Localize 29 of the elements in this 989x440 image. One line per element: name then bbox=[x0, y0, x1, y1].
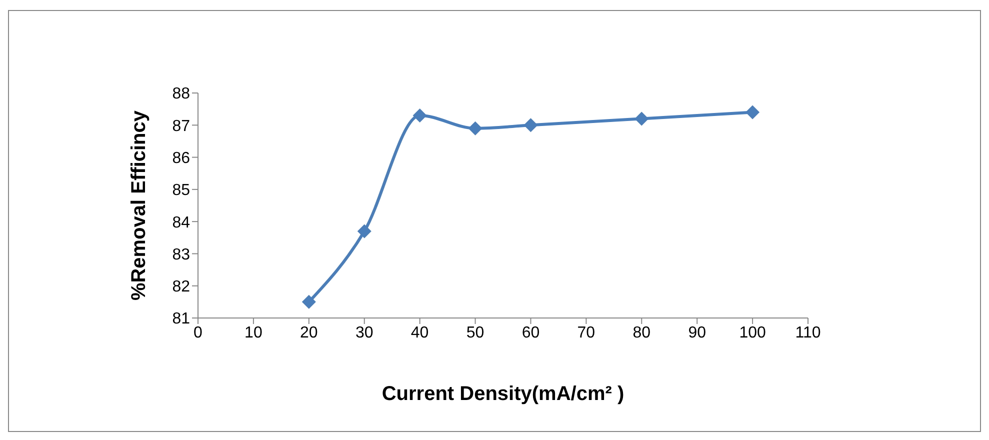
y-tick-label: 82 bbox=[172, 278, 190, 296]
y-tick-label: 87 bbox=[172, 118, 190, 135]
x-axis-title: Current Density(mA/cm² ) bbox=[382, 383, 624, 405]
point bbox=[634, 112, 649, 126]
point bbox=[746, 105, 760, 120]
x-tick-label: 0 bbox=[194, 324, 203, 342]
y-tick-label: 85 bbox=[172, 182, 190, 200]
y-tick-label: 81 bbox=[172, 310, 190, 328]
point bbox=[302, 294, 316, 309]
x-tick-label: 10 bbox=[244, 324, 262, 342]
y-tick-label: 84 bbox=[172, 214, 190, 232]
x-tick-label: 40 bbox=[410, 324, 429, 342]
x-tick-label: 80 bbox=[632, 324, 651, 342]
x-tick-label: 110 bbox=[795, 324, 821, 342]
y-tick-label: 83 bbox=[172, 246, 190, 264]
x-tick-label: 20 bbox=[300, 324, 318, 342]
y-tick-label: 88 bbox=[172, 86, 190, 103]
x-tick-label: 100 bbox=[739, 324, 766, 342]
x-tick-label: 70 bbox=[577, 324, 596, 342]
point bbox=[357, 224, 372, 238]
y-tick-label: 86 bbox=[172, 150, 190, 167]
point bbox=[524, 118, 538, 132]
point bbox=[412, 108, 427, 122]
x-tick-label: 60 bbox=[522, 324, 540, 342]
x-tick-label: 30 bbox=[355, 324, 374, 342]
point bbox=[468, 121, 482, 136]
y-axis-title: %Removal Efficincy bbox=[128, 110, 150, 301]
x-tick-label: 50 bbox=[466, 324, 484, 342]
x-tick-label: 90 bbox=[688, 324, 706, 342]
